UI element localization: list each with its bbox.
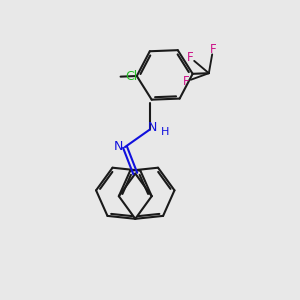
- Text: H: H: [161, 127, 170, 137]
- Text: F: F: [210, 43, 216, 56]
- Text: N: N: [114, 140, 123, 153]
- Text: N: N: [148, 122, 157, 134]
- Text: F: F: [187, 51, 194, 64]
- Text: F: F: [183, 75, 189, 88]
- Text: Cl: Cl: [126, 70, 138, 83]
